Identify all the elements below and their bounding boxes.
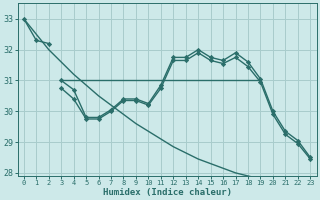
X-axis label: Humidex (Indice chaleur): Humidex (Indice chaleur) (103, 188, 232, 197)
